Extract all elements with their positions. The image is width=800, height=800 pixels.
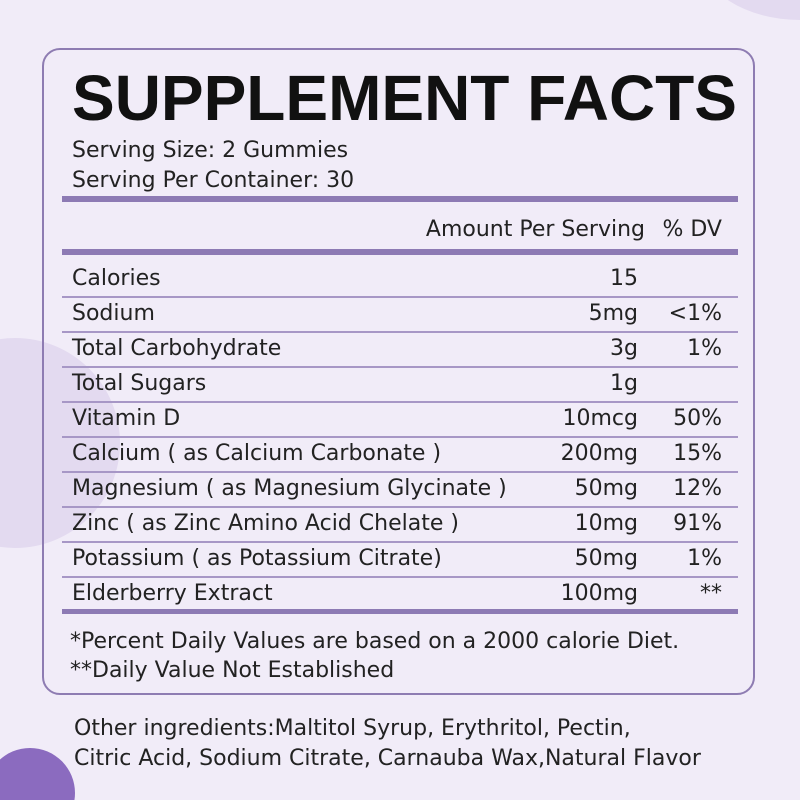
column-header: % DV — [662, 217, 722, 242]
divider — [62, 249, 738, 255]
footnote: **Daily Value Not Established — [70, 658, 395, 683]
daily-value: 1% — [687, 546, 722, 571]
nutrient-name: Sodium — [72, 301, 155, 326]
daily-value: 91% — [673, 511, 722, 536]
row-divider — [62, 471, 738, 473]
divider — [62, 609, 738, 614]
decor-circle — [700, 0, 800, 20]
column-header: Amount Per Serving — [425, 217, 645, 242]
nutrient-name: Elderberry Extract — [72, 581, 273, 606]
row-divider — [62, 541, 738, 543]
other-ingredients: Other ingredients:Maltitol Syrup, Erythr… — [74, 716, 631, 741]
amount: 1g — [610, 371, 638, 396]
amount: 5mg — [588, 301, 638, 326]
amount: 10mg — [574, 511, 638, 536]
serving-size: Serving Size: 2 Gummies — [72, 138, 349, 163]
decor-circle — [0, 748, 75, 800]
amount: 10mcg — [562, 406, 639, 431]
servings-per-container: Serving Per Container: 30 — [72, 168, 355, 193]
nutrient-name: Total Carbohydrate — [72, 336, 282, 361]
facts-panel — [42, 48, 755, 695]
row-divider — [62, 436, 738, 438]
nutrient-name: Potassium ( as Potassium Citrate) — [72, 546, 442, 571]
daily-value: <1% — [668, 301, 722, 326]
other-ingredients: Citric Acid, Sodium Citrate, Carnauba Wa… — [74, 746, 701, 771]
amount: 50mg — [574, 476, 638, 501]
row-divider — [62, 296, 738, 298]
divider — [62, 196, 738, 202]
row-divider — [62, 506, 738, 508]
daily-value: ** — [700, 581, 722, 606]
title: SUPPLEMENT FACTS — [72, 62, 737, 134]
row-divider — [62, 576, 738, 578]
row-divider — [62, 331, 738, 333]
nutrient-name: Calories — [72, 266, 161, 291]
nutrient-name: Magnesium ( as Magnesium Glycinate ) — [72, 476, 507, 501]
nutrient-name: Vitamin D — [72, 406, 181, 431]
amount: 15 — [610, 266, 638, 291]
daily-value: 15% — [673, 441, 722, 466]
amount: 3g — [610, 336, 638, 361]
daily-value: 1% — [687, 336, 722, 361]
nutrient-name: Calcium ( as Calcium Carbonate ) — [72, 441, 442, 466]
row-divider — [62, 366, 738, 368]
row-divider — [62, 401, 738, 403]
nutrient-name: Total Sugars — [72, 371, 207, 396]
amount: 50mg — [574, 546, 638, 571]
nutrient-name: Zinc ( as Zinc Amino Acid Chelate ) — [72, 511, 459, 536]
amount: 200mg — [560, 441, 638, 466]
daily-value: 12% — [673, 476, 722, 501]
footnote: *Percent Daily Values are based on a 200… — [70, 629, 680, 654]
daily-value: 50% — [673, 406, 722, 431]
amount: 100mg — [560, 581, 638, 606]
